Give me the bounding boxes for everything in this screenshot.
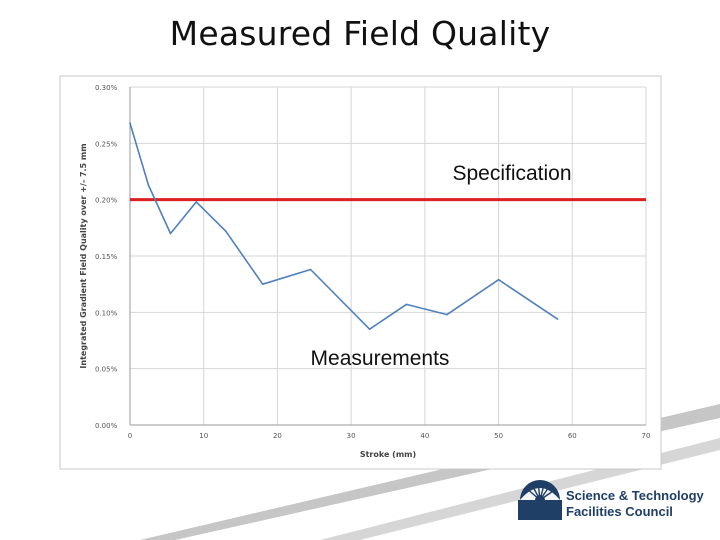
measurement-series xyxy=(129,122,559,331)
measurement-point xyxy=(169,232,172,235)
measurement-point xyxy=(405,303,408,306)
x-tick-label: 0 xyxy=(128,432,132,440)
chart-frame xyxy=(59,75,662,470)
measurement-point xyxy=(446,313,448,316)
measurement-point xyxy=(261,283,264,285)
specification-label: Specification xyxy=(452,162,571,185)
y-tick-label: 0.30% xyxy=(95,84,118,92)
slide-title-text: Measured Field Quality xyxy=(169,14,551,53)
measurement-point xyxy=(497,278,500,281)
x-tick-label: 10 xyxy=(199,432,208,440)
stfc-logo: Science & Technology Facilities Council xyxy=(518,480,705,520)
x-axis-title: Stroke (mm) xyxy=(360,450,416,459)
chart-tick-labels: 0 10 20 30 40 50 60 70 0.00% 0.05% 0.10% 0.15% 0.20%… xyxy=(95,84,650,440)
measurements-label: Measurements xyxy=(311,347,450,370)
chart-grid xyxy=(130,86,647,425)
y-tick-label: 0.00% xyxy=(95,422,118,430)
y-tick-label: 0.15% xyxy=(95,253,118,261)
measurement-point xyxy=(309,268,312,271)
x-tick-label: 20 xyxy=(273,432,282,440)
x-tick-label: 40 xyxy=(420,432,429,440)
measurement-point xyxy=(147,184,150,186)
measurement-point xyxy=(556,318,559,320)
logo-line-1: Science & Technology xyxy=(566,488,705,503)
y-tick-label: 0.05% xyxy=(95,366,118,374)
slide-title: Measured Field Quality xyxy=(0,14,720,53)
x-tick-label: 50 xyxy=(494,432,503,440)
y-tick-label: 0.10% xyxy=(95,309,118,317)
stfc-sunburst-icon xyxy=(518,480,562,520)
measurement-point xyxy=(225,230,227,233)
measurement-line xyxy=(129,122,558,330)
x-tick-label: 70 xyxy=(642,432,651,440)
measurement-point xyxy=(368,328,371,331)
x-tick-label: 30 xyxy=(347,432,356,440)
measurement-point xyxy=(195,201,198,203)
chart-axes xyxy=(129,87,646,426)
y-axis-title: Integrated Gradient Field Quality over +… xyxy=(79,143,88,368)
y-tick-label: 0.20% xyxy=(95,197,118,205)
logo-line-2: Facilities Council xyxy=(566,504,673,519)
x-tick-label: 60 xyxy=(568,432,577,440)
measurement-point xyxy=(129,122,131,124)
y-tick-label: 0.25% xyxy=(95,140,118,148)
